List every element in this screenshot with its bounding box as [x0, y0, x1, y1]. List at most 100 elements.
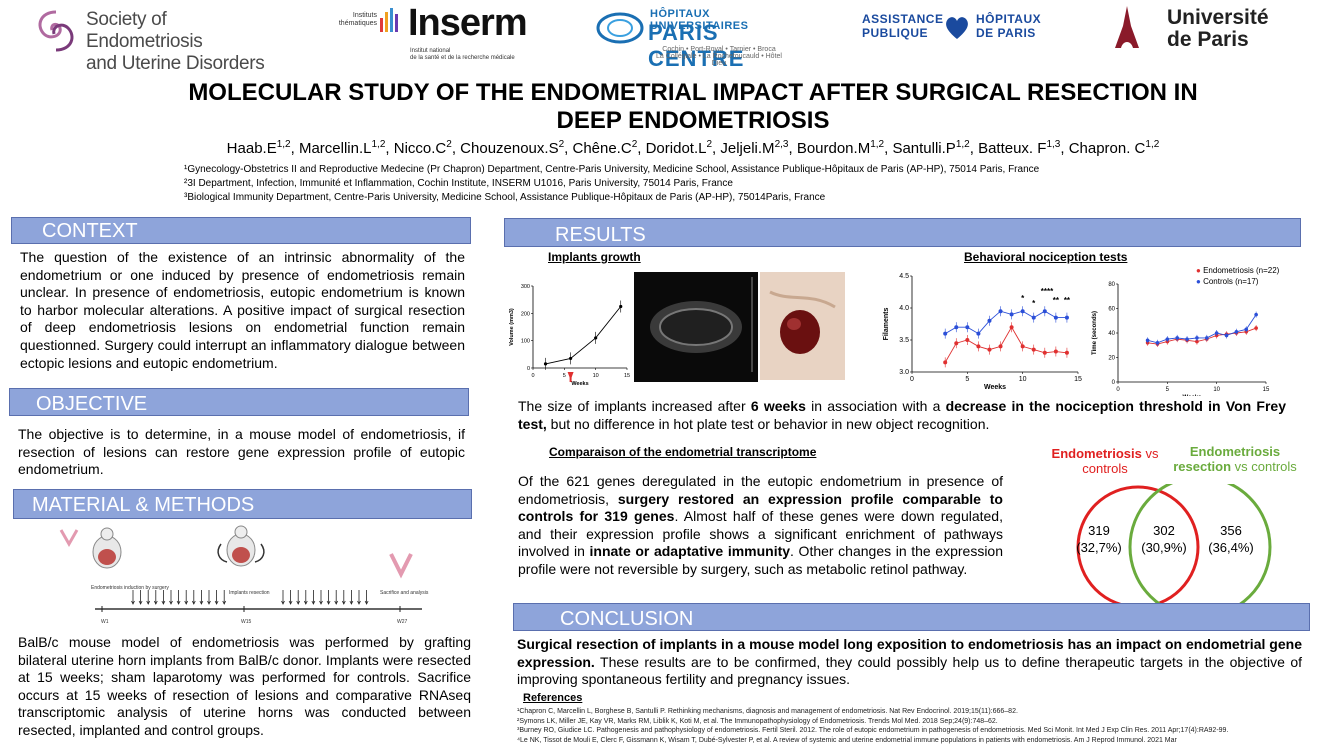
timeline-tick-arrow — [303, 600, 308, 605]
data-point — [1195, 339, 1199, 344]
data-point — [976, 344, 981, 349]
y-tick-label: 60 — [1108, 307, 1115, 313]
y-tick-label: 80 — [1108, 282, 1115, 288]
data-point — [976, 331, 981, 336]
data-point — [1053, 315, 1058, 320]
aphp-line2a: PUBLIQUE — [862, 26, 929, 40]
inserm-sub-line1: Institut national — [410, 48, 451, 54]
aphp-heart-icon — [946, 17, 968, 39]
data-point — [1214, 331, 1219, 335]
ultrasound-image-content — [650, 277, 753, 372]
universite-line1: Université — [1167, 6, 1269, 29]
data-point — [965, 338, 970, 342]
timeline-tick-arrow — [364, 600, 369, 605]
data-point — [1009, 325, 1014, 330]
timeline-tick-arrow — [161, 600, 166, 605]
y-tick-label: 40 — [1108, 331, 1115, 337]
y-axis-label: Time (seconds) — [1092, 311, 1098, 355]
implant-photo-content — [769, 290, 836, 354]
author-separator: , — [290, 140, 299, 157]
significance-marker: **** — [1041, 287, 1054, 296]
x-tick-label: 0 — [910, 376, 914, 383]
hup-main-text: PARIS CENTRE — [648, 20, 745, 71]
data-point — [1042, 350, 1047, 355]
venn-left-title-line2: controls — [1082, 461, 1128, 476]
timeline-tick-arrow — [138, 600, 143, 605]
y-tick-label: 3.0 — [899, 369, 909, 376]
seud-name-line1: Society of Endometriosis — [86, 9, 203, 52]
x-tick-label: 5 — [965, 376, 969, 383]
label-resection: Implants resection — [229, 590, 270, 596]
data-point — [1020, 344, 1025, 349]
timeline-tick-arrow — [191, 600, 196, 605]
affiliation-1: ¹Gynecology-Obstetrics II and Reproducti… — [184, 164, 1040, 175]
mouse-resection-icon — [217, 525, 265, 567]
author-separator: , — [1060, 140, 1069, 157]
author-affiliation-sup: 2 — [631, 139, 638, 150]
timeline-tick-arrow — [281, 600, 285, 605]
methods-text: BalB/c mouse model of endometriosis was … — [18, 634, 471, 738]
data-point — [594, 336, 598, 340]
timeline-tick-arrow — [176, 600, 181, 605]
data-point — [1165, 337, 1170, 341]
author-affiliation-sup: 2 — [558, 139, 565, 150]
author-separator: , — [788, 140, 797, 157]
label-sacrifice: Sacrifice and analysis — [380, 590, 429, 596]
x-tick-label: 5 — [1166, 387, 1170, 393]
poster-title-line1: MOLECULAR STUDY OF THE ENDOMETRIAL IMPAC… — [188, 79, 1198, 106]
summary-part2: in association with a — [805, 398, 946, 414]
y-axis-label: Volume (mm3) — [509, 308, 515, 346]
y-tick-label: 4.0 — [899, 305, 909, 312]
data-point — [569, 356, 573, 361]
context-text: The question of the existence of an intr… — [20, 249, 465, 371]
significance-marker: * — [1032, 299, 1036, 308]
inserm-logo: Instituts thématiques Inserm Institut na… — [322, 2, 528, 66]
data-point — [1234, 329, 1239, 334]
affiliations: ¹Gynecology-Obstetrics II and Reproducti… — [184, 163, 1284, 205]
y-tick-label: 0 — [1112, 380, 1116, 386]
y-axis-label: Filaments — [883, 308, 890, 341]
summary-bold2: decrease in the nociception threshold in… — [518, 398, 1287, 432]
venn-circle-resection — [1128, 484, 1272, 614]
data-point — [998, 344, 1003, 349]
venn-left-n: 319 — [1088, 523, 1110, 538]
context-banner: CONTEXT — [11, 217, 471, 244]
significance-marker: ** — [1053, 296, 1060, 305]
author-name: Chouzenoux.S — [460, 140, 559, 157]
eiffel-tower-icon — [1115, 6, 1139, 48]
x-tick-label: 5 — [563, 373, 566, 379]
conclusion-heading: CONCLUSION — [560, 608, 694, 630]
author-list: Haab.E1,2, Marcellin.L1,2, Nicco.C2, Cho… — [100, 139, 1286, 157]
legend-controls-label: Controls (n=17) — [1203, 277, 1259, 286]
x-axis-label: Weeks — [571, 381, 588, 387]
timeline-tick-arrow — [222, 600, 227, 605]
venn-mid-n: 302 — [1153, 523, 1175, 538]
nociception-label: Behavioral nociception tests — [964, 250, 1128, 264]
tx-part3: . Other changes in the expression profil… — [518, 543, 1004, 577]
venn-right-n: 356 — [1220, 523, 1242, 538]
timeline-tick-arrow — [169, 600, 173, 605]
author-separator: , — [712, 140, 721, 157]
y-tick-label: 4.5 — [899, 273, 909, 280]
y-tick-label: 300 — [521, 284, 530, 290]
venn-right-count: 356 (36,4%) — [1200, 522, 1262, 556]
series-line — [1147, 314, 1257, 344]
aphp-line1a: ASSISTANCE — [862, 12, 944, 26]
author-affiliation-sup: 2 — [446, 139, 452, 150]
conclusion-banner: CONCLUSION — [513, 603, 1310, 631]
uterus-sacrifice-icon — [389, 553, 413, 579]
data-point — [1064, 315, 1069, 320]
author-affiliation-sup: 1,2 — [371, 139, 386, 150]
author-name: Haab.E — [226, 140, 277, 157]
data-point — [1064, 350, 1069, 355]
data-point — [1155, 341, 1160, 345]
tx-bold1: surgery restored an expression profile c… — [518, 490, 1003, 525]
author-name: Batteux. F — [978, 140, 1047, 157]
data-point — [998, 309, 1003, 314]
hup-sub-line2: La Collégiale • La Rochefoucauld • Hôtel… — [656, 53, 782, 67]
results-heading: RESULTS — [555, 224, 646, 246]
timeline-tick-arrow — [357, 600, 361, 605]
series-line — [944, 310, 1067, 335]
seud-logo: Society of Endometriosis and Uterine Dis… — [30, 6, 280, 74]
data-point — [1042, 309, 1047, 314]
